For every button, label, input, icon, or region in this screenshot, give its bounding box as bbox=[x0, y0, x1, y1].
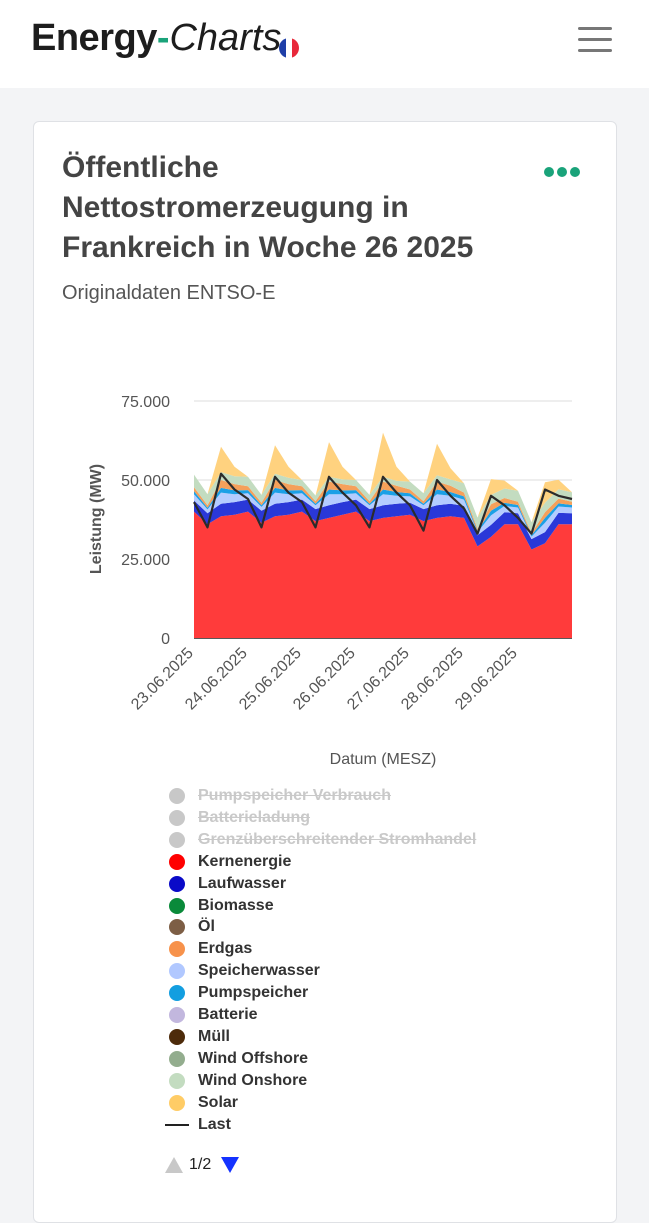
legend-page-indicator: 1/2 bbox=[189, 1156, 212, 1173]
legend-dot-icon bbox=[169, 963, 185, 980]
hamburger-menu-icon[interactable] bbox=[578, 24, 612, 54]
series-area-pumpspeicher bbox=[194, 487, 572, 537]
legend-label: Erdgas bbox=[198, 940, 253, 958]
chart-subtitle: Originaldaten ENTSO-E bbox=[62, 282, 276, 304]
chart-title: Öffentliche Nettostromerzeugung in Frank… bbox=[62, 151, 474, 264]
legend-label: Last bbox=[198, 1115, 231, 1133]
y-tick-label: 50.000 bbox=[121, 473, 170, 490]
legend-label: Batterieladung bbox=[198, 808, 311, 826]
legend-dot-icon bbox=[169, 1072, 185, 1089]
series-area-solar bbox=[194, 432, 572, 523]
x-axis-label: Datum (MESZ) bbox=[330, 751, 437, 768]
legend-dot-icon bbox=[169, 1094, 185, 1111]
chart-card: Öffentliche Nettostromerzeugung in Frank… bbox=[33, 121, 617, 1223]
legend-label: Wind Onshore bbox=[198, 1071, 308, 1089]
legend-label: Laufwasser bbox=[198, 874, 287, 892]
legend-label: Kernenergie bbox=[198, 852, 292, 870]
top-bar: Energy-Charts bbox=[0, 0, 649, 88]
series-area-kernenergie bbox=[194, 511, 572, 638]
legend-prev-arrow-icon[interactable] bbox=[165, 1157, 183, 1173]
y-tick-label: 25.000 bbox=[121, 552, 170, 569]
legend-label: Pumpspeicher bbox=[198, 984, 309, 1002]
legend-dot-icon bbox=[169, 919, 185, 936]
legend-next-arrow-icon[interactable] bbox=[221, 1157, 239, 1173]
flag-stripe-white bbox=[285, 38, 293, 58]
y-axis-label: Leistung (MW) bbox=[88, 464, 105, 574]
france-flag-icon bbox=[279, 38, 299, 58]
legend-label: Solar bbox=[198, 1093, 239, 1111]
y-tick-label: 0 bbox=[161, 631, 170, 648]
series-area-laufwasser bbox=[194, 499, 572, 550]
legend-dot-icon bbox=[169, 853, 185, 870]
flag-stripe-blue bbox=[279, 38, 286, 58]
legend-dot-icon bbox=[169, 788, 185, 804]
series-area-wind-onshore bbox=[194, 472, 572, 534]
flag-stripe-red bbox=[292, 38, 299, 58]
y-tick-label: 75.000 bbox=[121, 394, 170, 411]
legend-label: Biomasse bbox=[198, 896, 274, 914]
legend-label: Öl bbox=[198, 918, 215, 936]
more-dots-icon[interactable] bbox=[544, 167, 584, 181]
legend-dot-icon bbox=[169, 831, 185, 848]
legend-label: Grenzüberschreitender Stromhandel bbox=[198, 830, 477, 848]
legend-label: Speicherwasser bbox=[198, 962, 320, 980]
legend-line-icon bbox=[165, 1123, 189, 1126]
series-area-speicherwasser bbox=[194, 492, 572, 540]
legend-dot-icon bbox=[169, 985, 185, 1002]
energy-charts-logo[interactable]: Energy-Charts bbox=[31, 17, 282, 59]
series-last-line bbox=[193, 472, 573, 535]
legend-dot-icon bbox=[169, 875, 185, 892]
legend-dot-icon bbox=[169, 1050, 185, 1067]
legend-label: Pumpspeicher Verbrauch bbox=[198, 787, 391, 804]
legend-dot-icon bbox=[169, 897, 185, 914]
legend-dot-icon bbox=[169, 941, 185, 958]
legend-dot-icon bbox=[169, 1028, 185, 1045]
legend-dot-icon bbox=[169, 809, 185, 826]
legend-label: Müll bbox=[198, 1027, 230, 1045]
legend-label: Wind Offshore bbox=[198, 1049, 309, 1067]
legend-label: Batterie bbox=[198, 1006, 258, 1023]
legend-dot-icon bbox=[169, 1007, 185, 1023]
